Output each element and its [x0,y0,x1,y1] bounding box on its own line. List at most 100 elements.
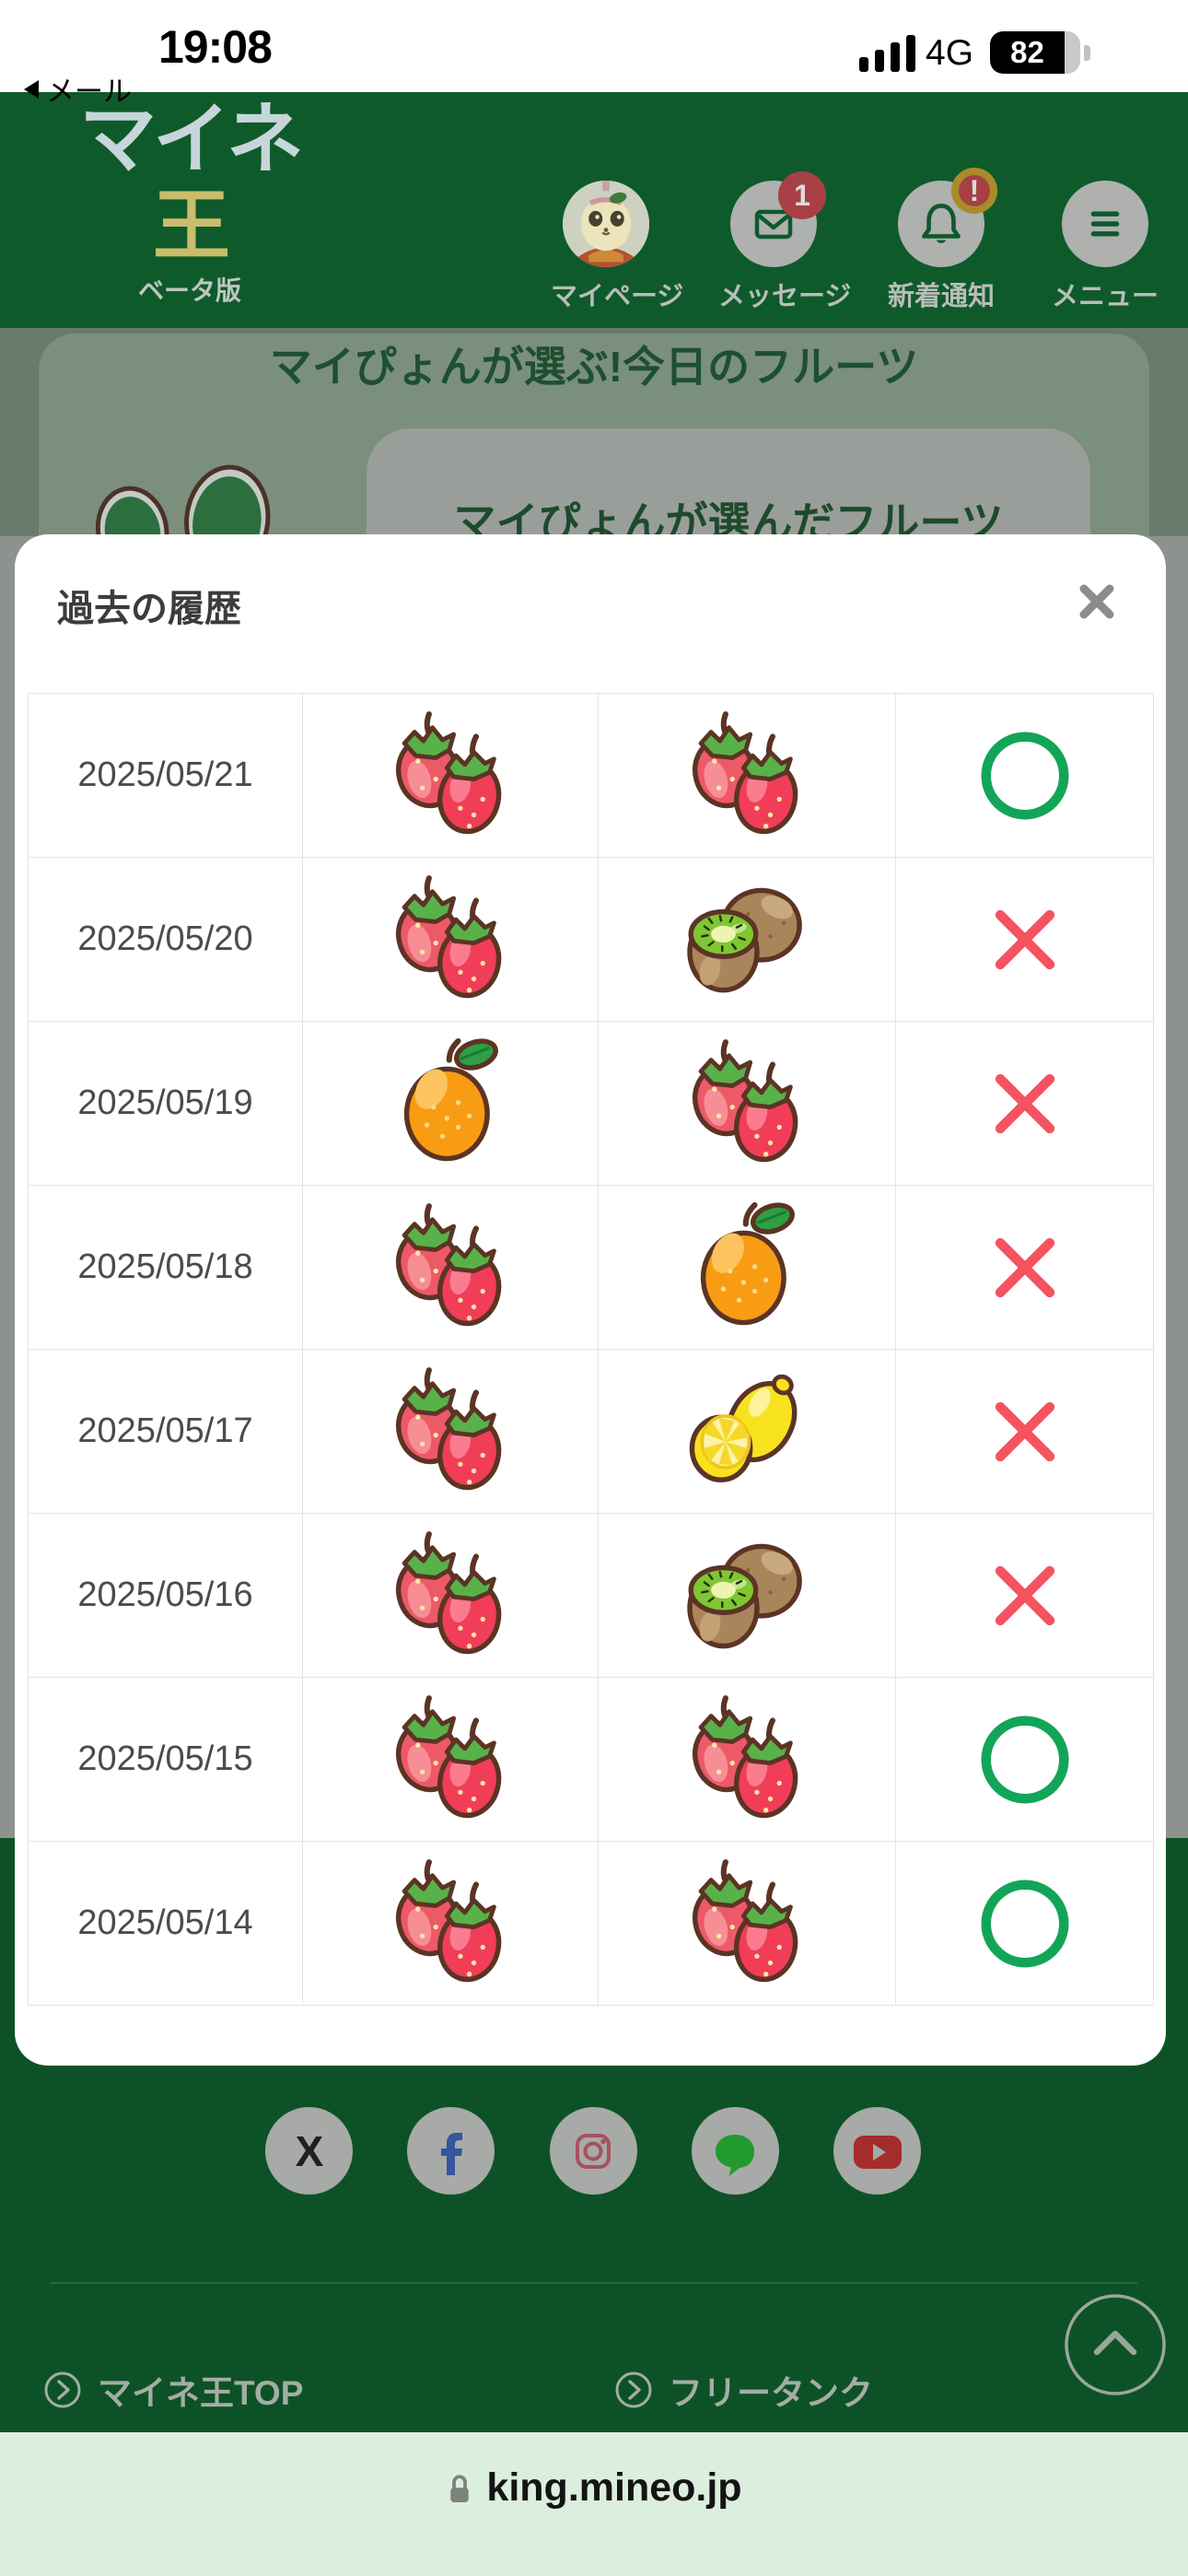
site-header: マイネ王 ベータ版 [0,92,1188,328]
fruit-cell-right [598,693,896,858]
back-to-app-button[interactable]: メール [24,68,132,110]
history-table: 2025/05/21 2025/05/20 2025/05/19 2025/05… [28,693,1154,2006]
date-label: 2025/05/14 [77,1903,253,1942]
browser-bar: king.mineo.jp [0,2432,1188,2576]
nav-item-menu[interactable]: メニュー [1050,181,1160,313]
message-count-badge: 1 [778,171,826,219]
close-icon[interactable] [1076,580,1118,623]
logo-wordmark: マイネ王 [70,96,309,269]
footer-link-label: マイネ王TOP [98,2374,304,2412]
mascot-avatar-icon [563,181,649,267]
social-youtube-button[interactable] [833,2107,921,2195]
result-circle-icon [981,732,1069,820]
mail-icon [754,209,793,240]
battery-fill [990,31,1065,74]
hero-section: マイぴょんが選ぶ!今日のフルーツ マイぴょんが選んだフルーツ [0,328,1188,536]
nav-label-mypage: マイページ [551,282,684,311]
nav-label-messages: メッセージ [718,282,852,311]
network-type-label: 4G [926,33,974,73]
nav-item-messages[interactable]: 1 メッセージ [718,171,852,313]
x-twitter-icon: X [295,2127,323,2175]
strawberry-icon [378,1523,523,1669]
footer-link-mineo-top[interactable]: マイネ王TOP [42,2365,303,2415]
result-circle-icon [981,1879,1069,1968]
result-cross-icon [981,1388,1069,1476]
history-row: 2025/05/19 [28,1021,1154,1186]
fruit-card-title: マイぴょんが選んだフルーツ [453,498,1004,536]
strawberry-icon [378,867,523,1013]
chevron-circle-icon [615,2371,652,2408]
date-cell: 2025/05/19 [28,1021,303,1186]
mascot-ears-icon [95,464,271,536]
bell-icon [922,204,961,243]
nav-label-menu: メニュー [1051,282,1159,311]
fruit-cell-right [598,1185,896,1350]
footer-link-label: フリータンク [669,2374,873,2412]
result-cell [895,1185,1154,1350]
date-cell: 2025/05/21 [28,693,303,858]
nav-item-notifications[interactable]: ! 新着通知 [886,168,997,313]
strawberry-icon [674,703,820,849]
scroll-to-top-button[interactable] [1062,2291,1169,2403]
social-line-button[interactable] [691,2107,779,2195]
logo-main-text: マイネ [78,96,304,182]
strawberry-icon [378,1851,523,1996]
notification-alert-badge: ! [951,168,997,214]
social-instagram-button[interactable] [549,2107,637,2195]
history-row: 2025/05/21 [28,693,1154,858]
menu-icon [1090,211,1120,237]
history-modal: 過去の履歴 2025/05/21 2025/05/20 2025/05/19 2… [15,534,1166,2066]
date-cell: 2025/05/16 [28,1513,303,1678]
logo-king-text: 王 [152,182,230,270]
date-label: 2025/05/18 [77,1247,253,1286]
social-facebook-button[interactable] [407,2107,495,2195]
history-row: 2025/05/14 [28,1841,1154,2006]
fruit-card: マイぴょんが選んだフルーツ [367,428,1090,536]
date-cell: 2025/05/17 [28,1349,303,1514]
date-cell: 2025/05/20 [28,857,303,1022]
result-cell [895,1513,1154,1678]
youtube-icon [853,2135,902,2169]
result-cross-icon [981,1224,1069,1312]
fruit-cell-left [302,1513,599,1678]
date-label: 2025/05/19 [77,1083,253,1122]
url-bar[interactable]: king.mineo.jp [0,2432,1188,2511]
footer-link-free-tank[interactable]: フリータンク [613,2365,873,2415]
lemon-icon [674,1359,820,1505]
lock-icon [450,2474,470,2502]
date-label: 2025/05/20 [77,919,253,958]
strawberry-icon [378,1195,523,1341]
modal-title: 過去の履歴 [57,589,241,629]
site-logo[interactable]: マイネ王 ベータ版 [70,96,309,308]
line-icon [716,2134,755,2176]
battery-indicator: 82 [990,31,1080,74]
fruit-cell-left [302,1677,599,1842]
logo-beta-label: ベータ版 [137,276,241,306]
date-cell: 2025/05/15 [28,1677,303,1842]
fruit-cell-right [598,1677,896,1842]
history-row: 2025/05/18 [28,1185,1154,1350]
url-label: king.mineo.jp [486,2465,742,2510]
history-row: 2025/05/20 [28,857,1154,1022]
facebook-icon [440,2132,462,2175]
clock-label: 19:08 [158,21,273,73]
social-links: X [265,2107,921,2195]
date-label: 2025/05/21 [77,755,253,794]
fruit-cell-right [598,1513,896,1678]
avatar [563,181,649,267]
battery-cap [1084,45,1090,61]
fruit-cell-left [302,1185,599,1350]
social-x-button[interactable]: X [265,2107,353,2195]
fruit-cell-right [598,1841,896,2006]
date-label: 2025/05/17 [77,1411,253,1450]
result-cell [895,1021,1154,1186]
date-cell: 2025/05/18 [28,1185,303,1350]
result-cell [895,1677,1154,1842]
signal-bars-icon [859,35,915,72]
date-cell: 2025/05/14 [28,1841,303,2006]
fruit-cell-left [302,1021,599,1186]
svg-text:X: X [295,2127,323,2175]
fruit-cell-left [302,857,599,1022]
nav-item-mypage[interactable]: マイページ [551,181,684,313]
strawberry-icon [378,703,523,849]
